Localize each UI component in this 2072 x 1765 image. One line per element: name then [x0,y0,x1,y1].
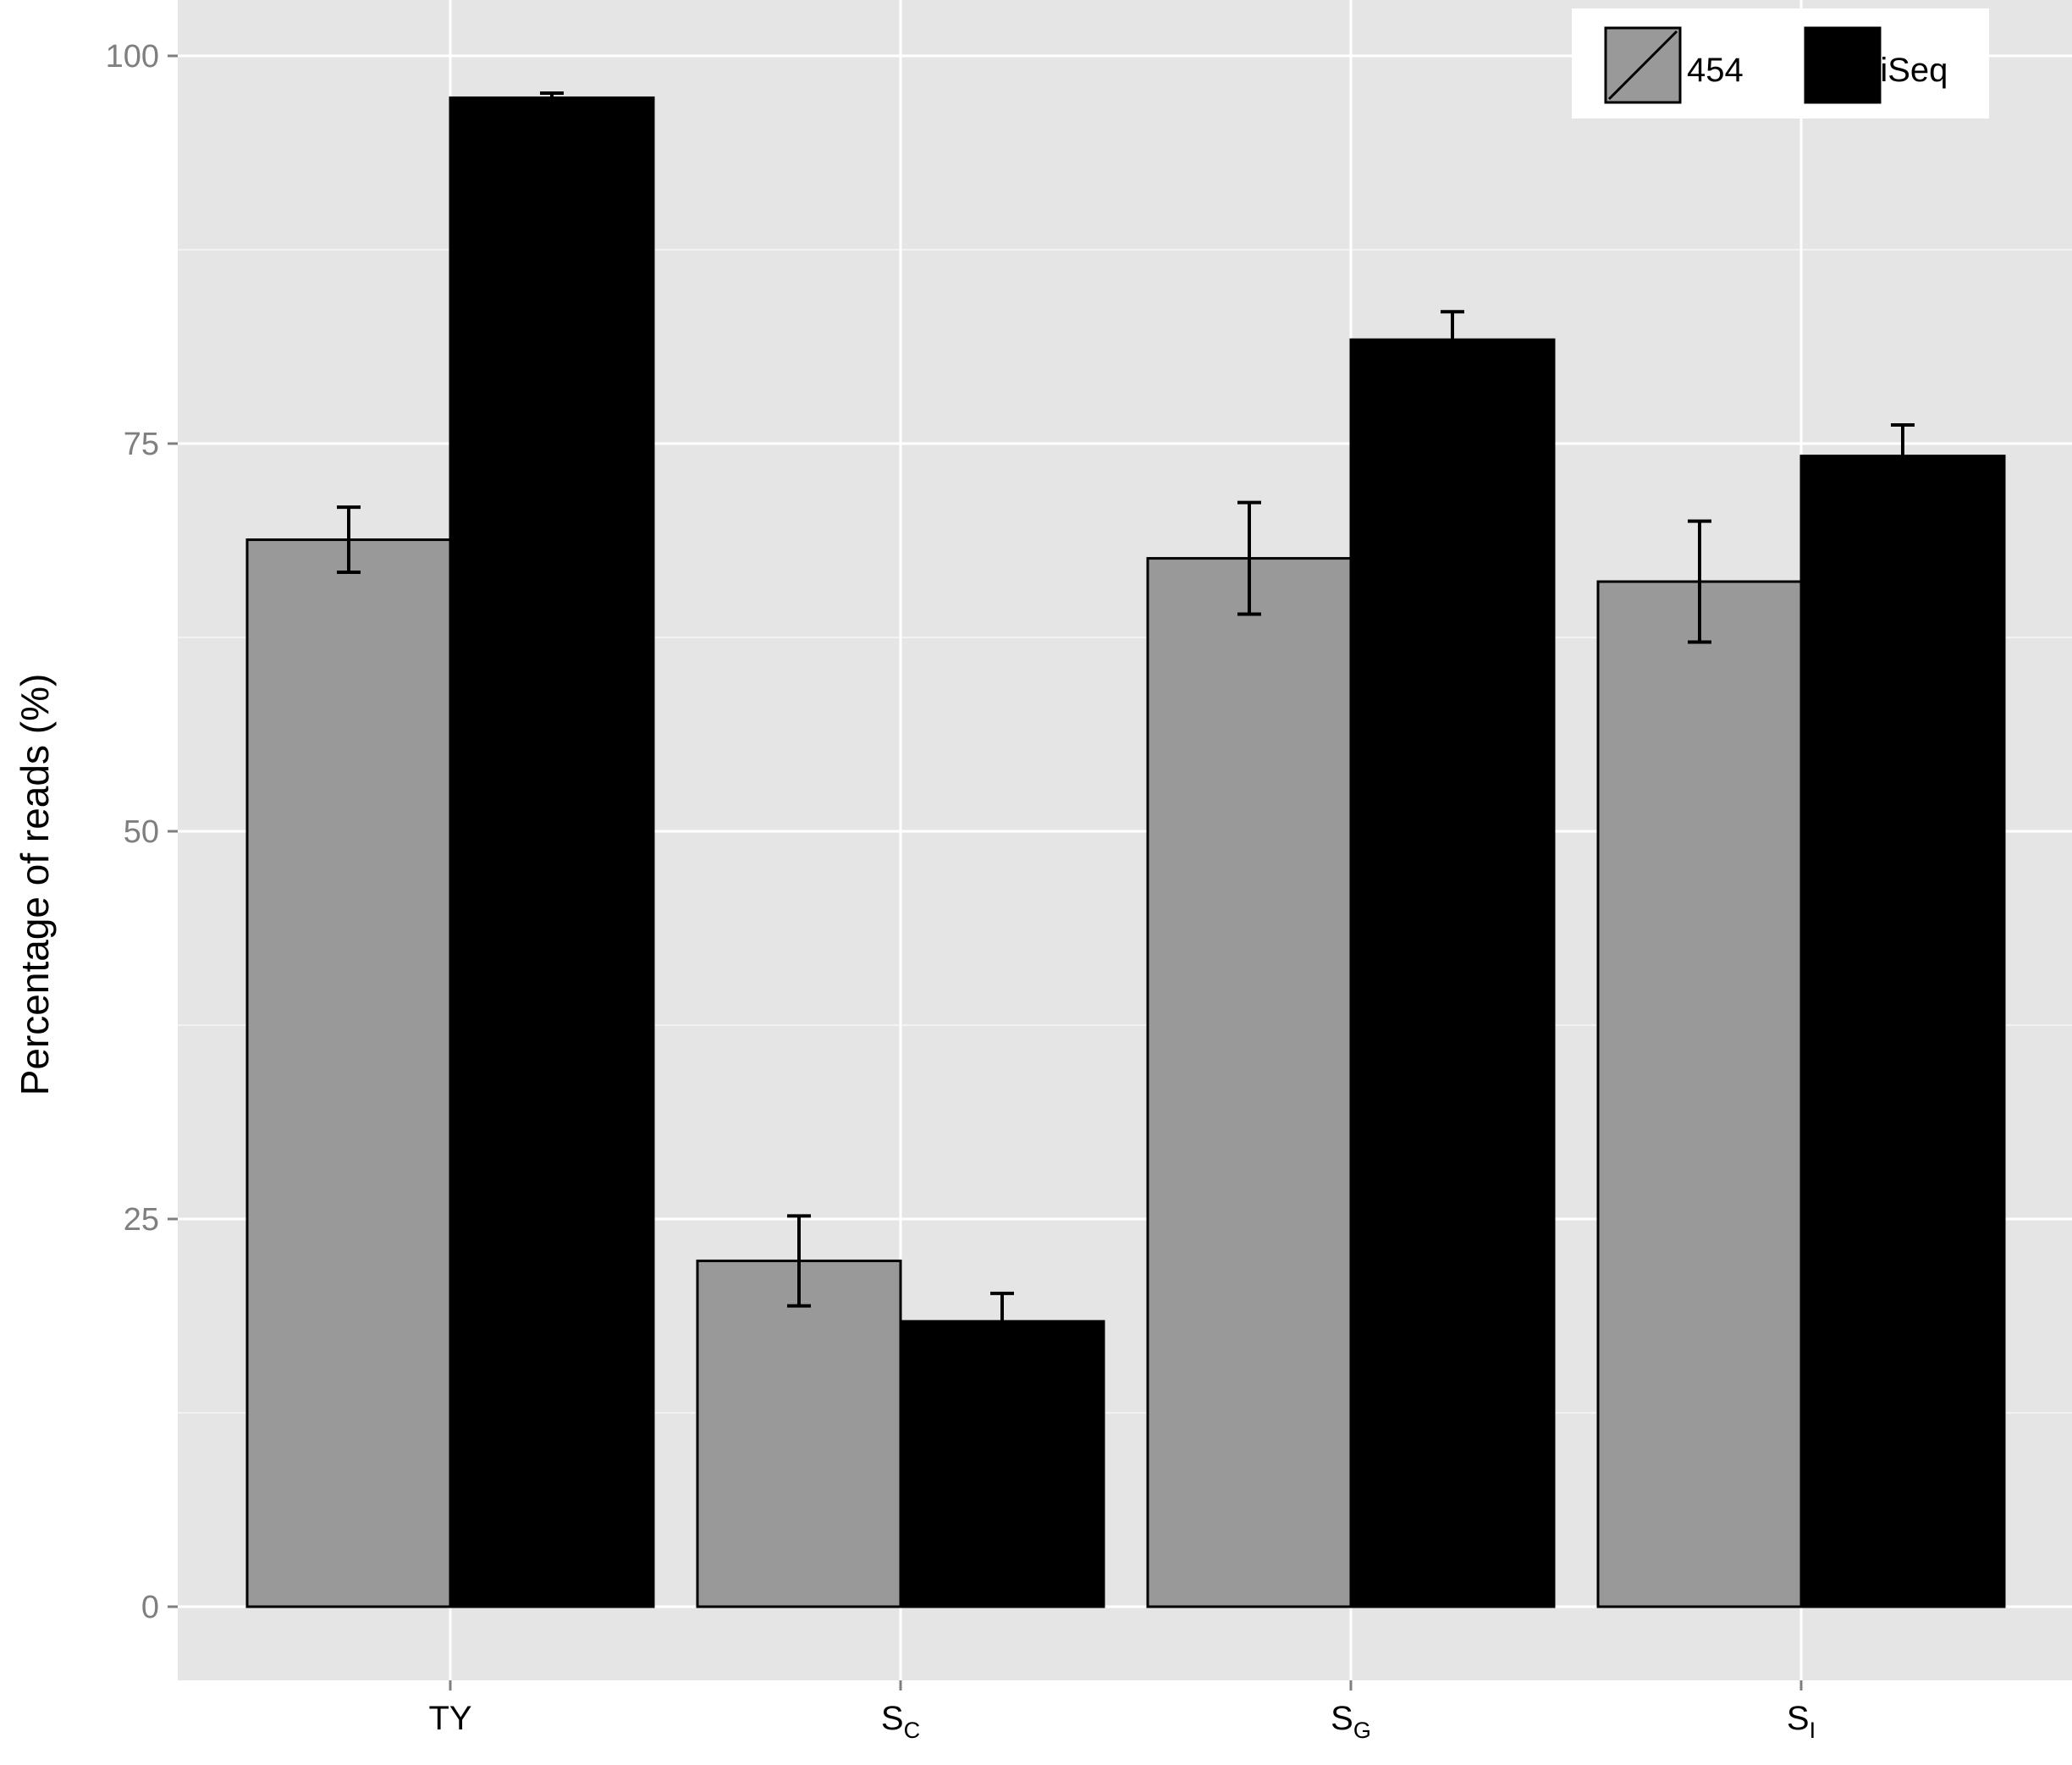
y-tick-label: 100 [106,39,159,74]
legend-key-454 [1604,26,1682,104]
bar-miseq-0 [449,96,655,1608]
bar-454-1 [696,1259,902,1608]
y-axis-title: Percentage of reads (%) [13,674,57,1096]
x-tick-label: TY [428,1700,471,1737]
error-bar-miseq-3 [1891,423,1915,489]
x-axis: TY SC SG SI [428,1680,1816,1743]
error-bar-454-1 [787,1214,811,1308]
legend-label-miseq: MiSeq [1852,52,1948,89]
error-bar-454-2 [1237,500,1261,616]
legend-label-454: 454 [1687,52,1744,89]
y-tick-label: 0 [141,1590,159,1625]
y-axis: 0 25 50 75 100 [106,39,178,1625]
x-tick-label: SC [881,1700,920,1743]
error-bar-miseq-1 [990,1291,1014,1351]
x-tick-label: SG [1331,1700,1371,1743]
bar-454-2 [1146,557,1353,1608]
bar-miseq-2 [1349,338,1556,1608]
error-bar-miseq-2 [1441,310,1464,370]
error-bar-454-3 [1688,519,1711,644]
legend: 454 MiSeq [1572,8,1989,119]
error-bars [337,91,1915,1351]
bar-miseq-3 [1799,455,2006,1608]
bars [245,96,2006,1608]
bar-454-0 [245,538,452,1608]
y-tick-label: 25 [124,1202,159,1238]
y-tick-label: 50 [124,814,159,850]
x-tick-label: SI [1787,1700,1816,1743]
bar-miseq-1 [899,1320,1105,1608]
bar-454-3 [1596,580,1803,1608]
error-bar-454-0 [337,505,361,575]
legend-key-miseq [1804,26,1882,104]
error-bar-miseq-0 [540,91,564,104]
y-tick-label: 75 [124,427,159,462]
